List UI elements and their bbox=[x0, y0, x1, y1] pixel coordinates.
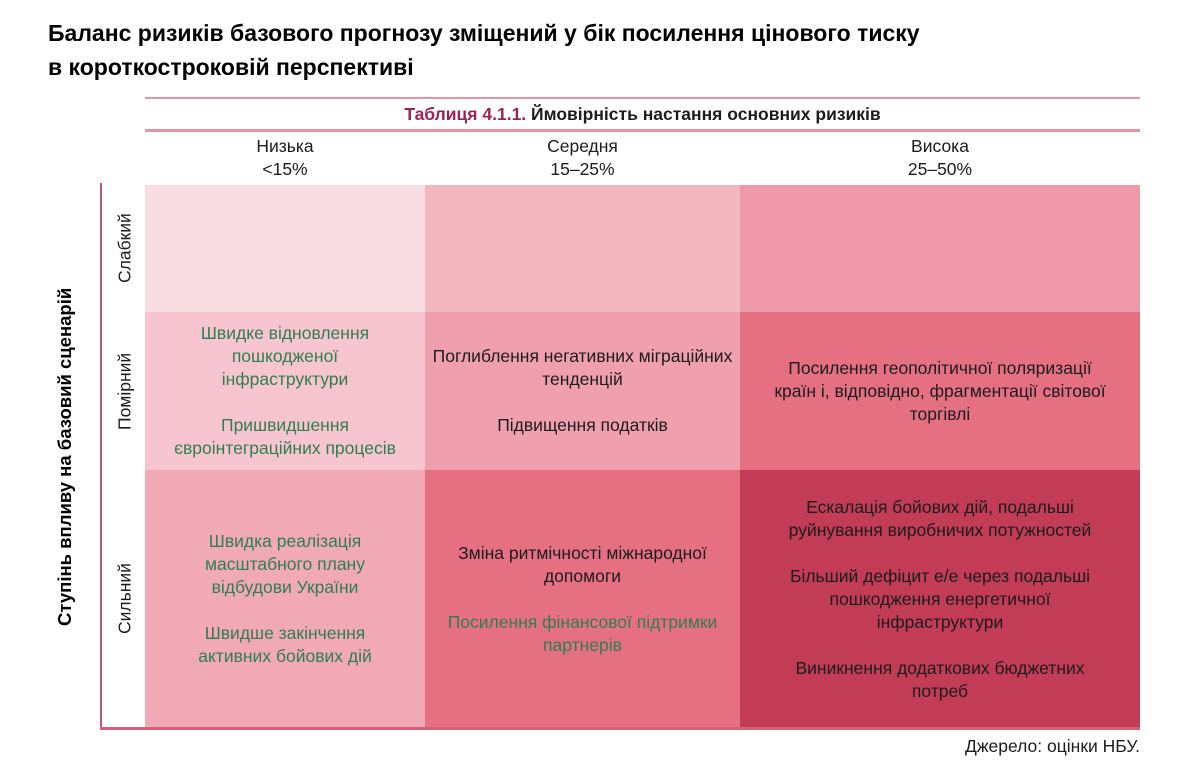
caption-bottom-rule bbox=[145, 129, 1140, 132]
risk-item: Швидка реалізація масштабного плану відб… bbox=[205, 531, 365, 597]
column-header-high: Висока 25–50% bbox=[740, 135, 1140, 181]
matrix-cell-strong-medium: Зміна ритмічності міжнародної допомоги П… bbox=[425, 470, 740, 728]
impact-axis-line bbox=[100, 183, 102, 729]
page-title-line2: в короткостроковій перспективі bbox=[48, 54, 414, 80]
risk-item: Пришвидшення євроінтеграційних процесів bbox=[174, 415, 396, 458]
impact-axis-label: Ступінь впливу на базовий сценарій bbox=[54, 287, 75, 626]
matrix-cell-moderate-medium: Поглиблення негативних міграційних тенде… bbox=[425, 312, 740, 470]
risk-item: Ескалація бойових дій, подальші руйнуван… bbox=[788, 496, 1092, 540]
risk-item: Швидше закінчення активних бойових дій bbox=[198, 623, 372, 666]
column-header-low-range: <15% bbox=[262, 159, 308, 179]
column-header-medium: Середня 15–25% bbox=[425, 135, 740, 181]
source-note: Джерело: оцінки НБУ. bbox=[964, 736, 1140, 756]
caption-top-rule bbox=[145, 97, 1140, 99]
page-title-line1: Баланс ризиків базового прогнозу зміщени… bbox=[48, 20, 920, 46]
column-header-medium-label: Середня bbox=[547, 136, 618, 156]
matrix-cell-strong-low: Швидка реалізація масштабного плану відб… bbox=[145, 470, 425, 728]
row-label-strong: Сильний bbox=[114, 563, 135, 635]
column-header-medium-range: 15–25% bbox=[550, 159, 615, 179]
matrix-cell-moderate-high: Посилення геополітичної поляризації краї… bbox=[740, 312, 1140, 470]
column-header-low-label: Низька bbox=[256, 136, 314, 156]
column-header-high-label: Висока bbox=[911, 136, 969, 156]
matrix-cell-weak-high bbox=[740, 185, 1140, 312]
risk-item: Посилення фінансової підтримки партнерів bbox=[447, 611, 718, 655]
risk-item: Поглиблення негативних міграційних тенде… bbox=[432, 346, 733, 389]
row-label-moderate: Помірний bbox=[114, 352, 135, 430]
risk-matrix: Швидке відновлення пошкодженої інфрастру… bbox=[145, 185, 1140, 728]
table-bottom-rule bbox=[100, 727, 1140, 730]
risk-item: Швидке відновлення пошкодженої інфрастру… bbox=[200, 323, 370, 389]
risk-item: Більший дефіцит е/е через подальші пошко… bbox=[789, 565, 1091, 632]
risk-item: Виникнення додаткових бюджетних потреб bbox=[795, 657, 1085, 701]
row-label-weak: Слабкий bbox=[114, 213, 135, 284]
matrix-cell-strong-high: Ескалація бойових дій, подальші руйнуван… bbox=[740, 470, 1140, 728]
risk-item: Підвищення податків bbox=[497, 415, 668, 435]
table-caption: Таблиця 4.1.1. Ймовірність настання осно… bbox=[145, 102, 1140, 126]
column-header-low: Низька <15% bbox=[145, 135, 425, 181]
column-header-high-range: 25–50% bbox=[907, 159, 973, 179]
risk-item: Посилення геополітичної поляризації краї… bbox=[774, 357, 1106, 424]
page-title: Баланс ризиків базового прогнозу зміщени… bbox=[48, 16, 1168, 84]
table-title: Ймовірність настання основних ризиків bbox=[531, 104, 881, 124]
table-number: Таблиця 4.1.1. bbox=[404, 104, 527, 124]
matrix-cell-weak-medium bbox=[425, 185, 740, 312]
risk-item: Зміна ритмічності міжнародної допомоги bbox=[458, 542, 707, 586]
matrix-cell-weak-low bbox=[145, 185, 425, 312]
matrix-cell-moderate-low: Швидке відновлення пошкодженої інфрастру… bbox=[145, 312, 425, 470]
